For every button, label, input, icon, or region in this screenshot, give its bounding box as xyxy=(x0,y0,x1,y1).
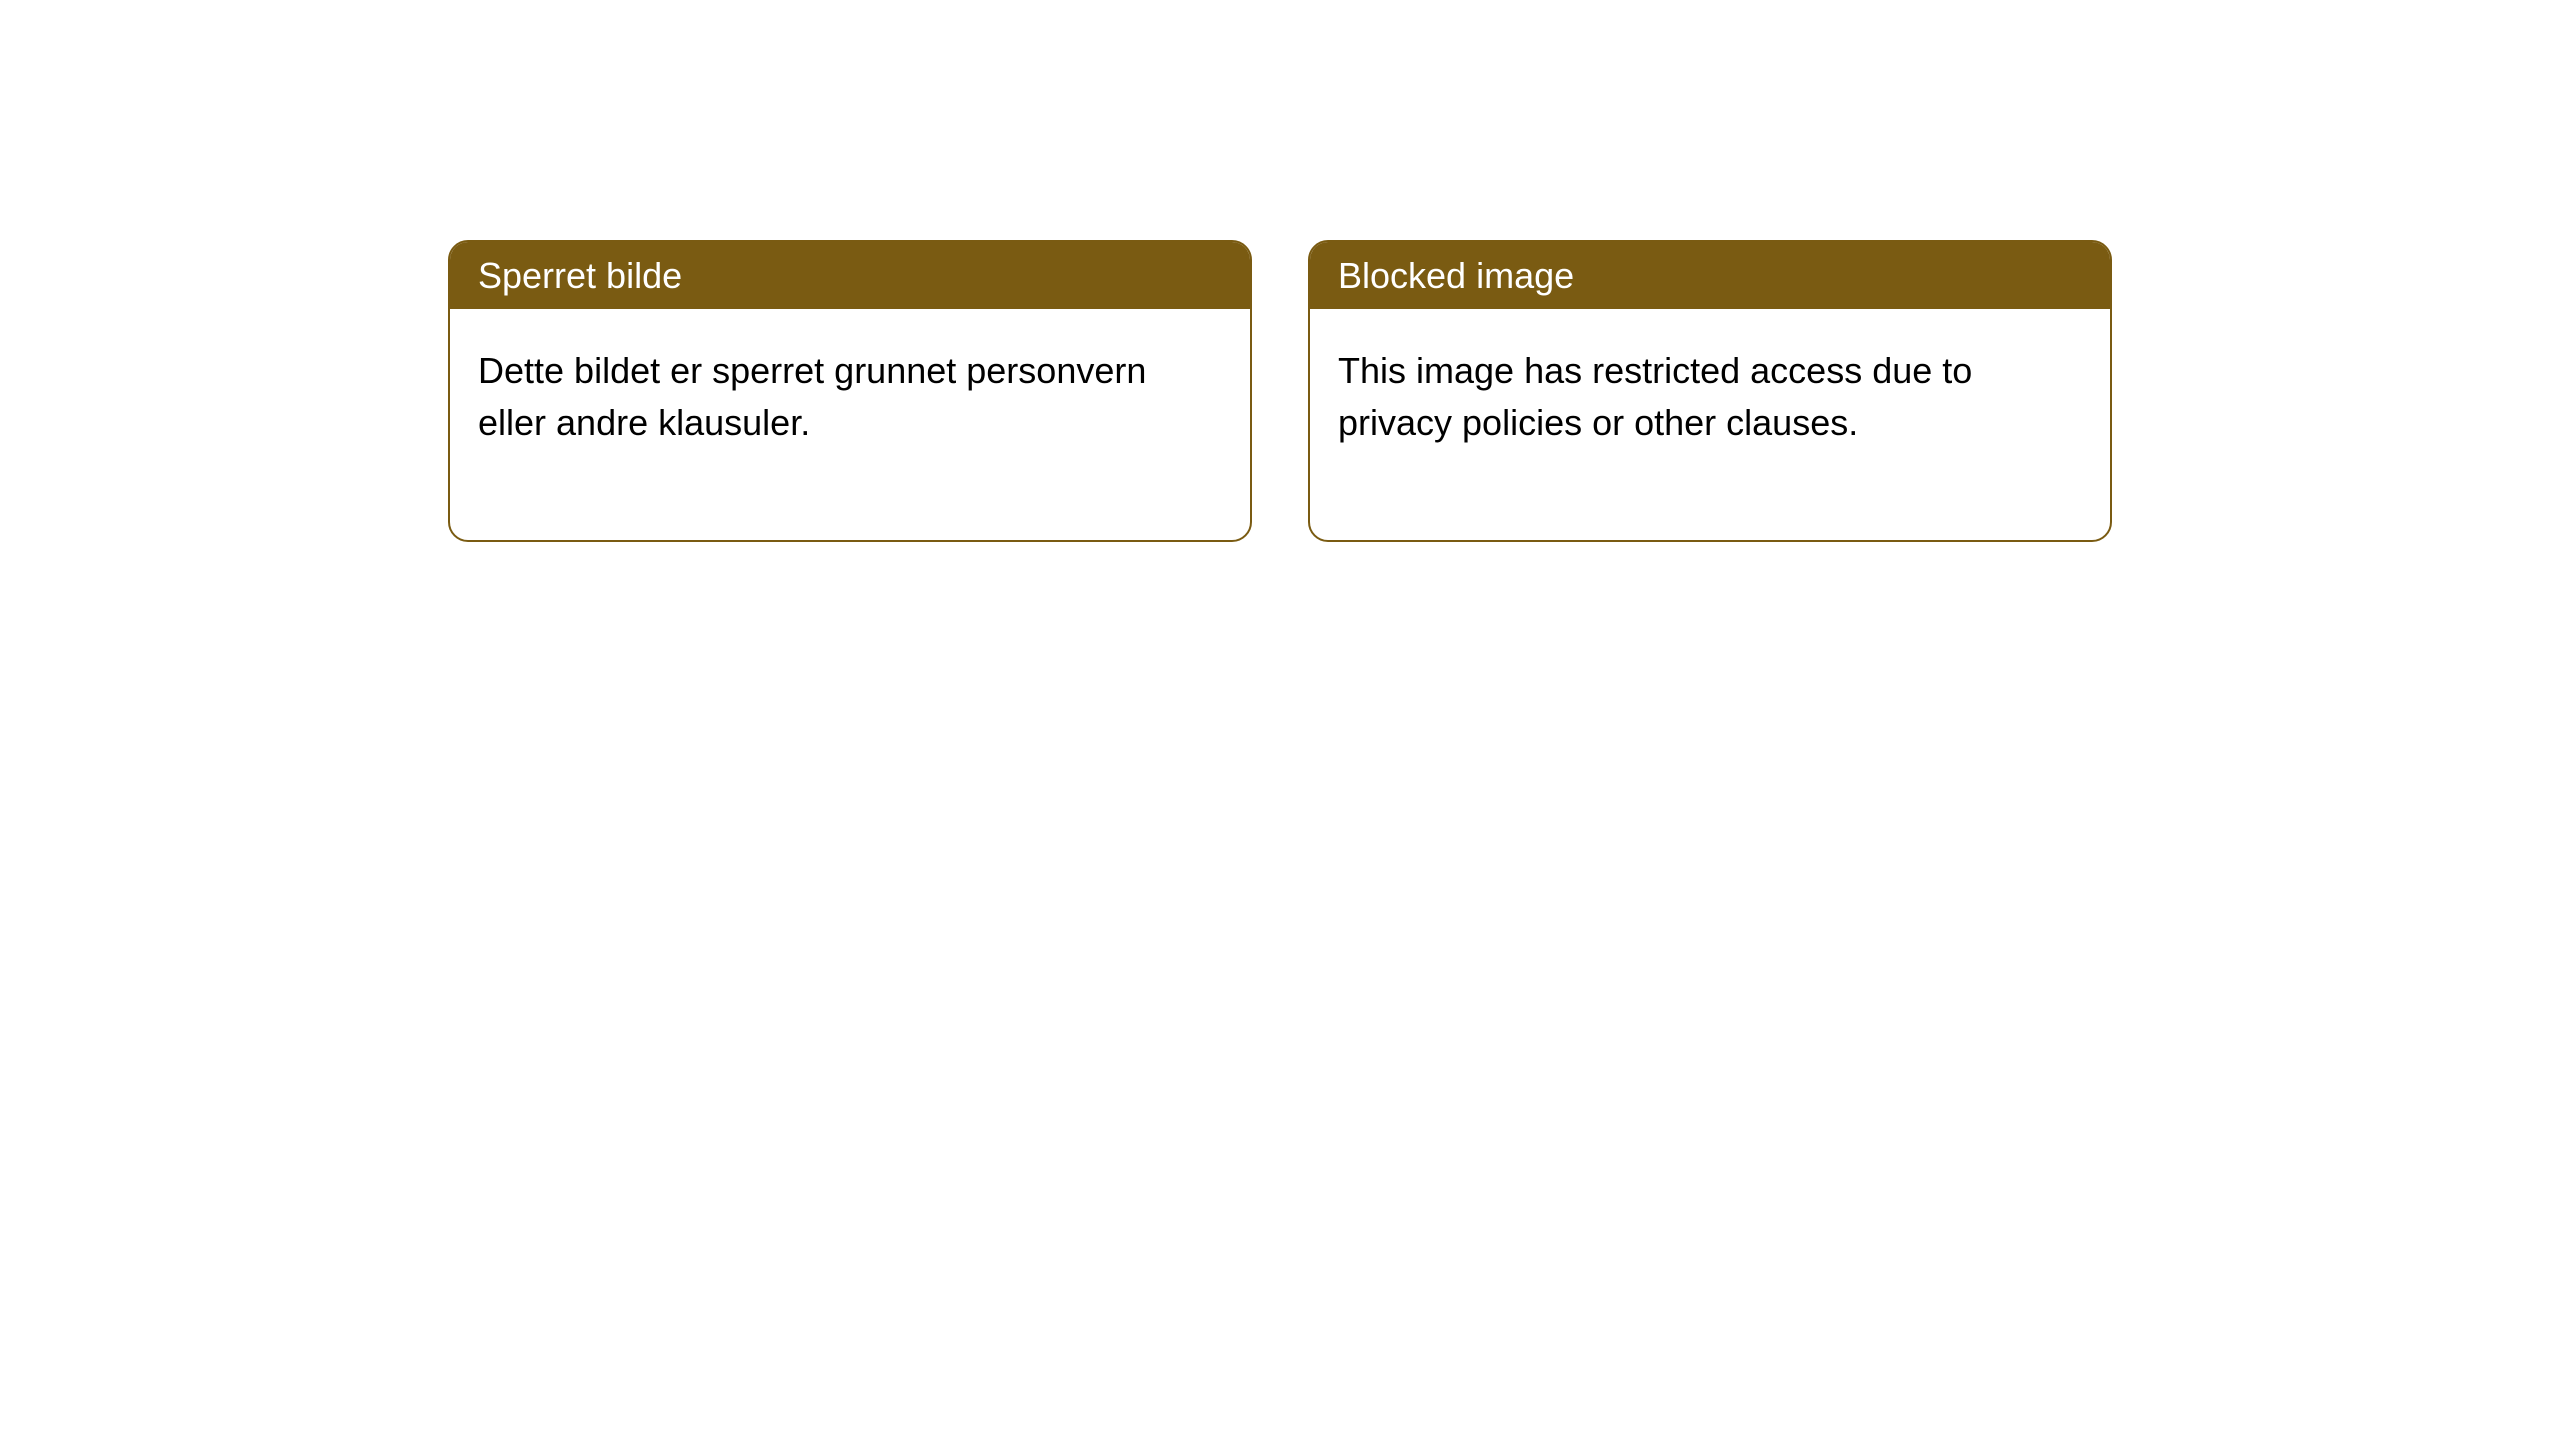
notice-header: Sperret bilde xyxy=(450,242,1250,309)
notice-header: Blocked image xyxy=(1310,242,2110,309)
notice-body: This image has restricted access due to … xyxy=(1310,309,2110,539)
notice-body: Dette bildet er sperret grunnet personve… xyxy=(450,309,1250,539)
notice-container: Sperret bilde Dette bildet er sperret gr… xyxy=(0,0,2560,542)
notice-card-norwegian: Sperret bilde Dette bildet er sperret gr… xyxy=(448,240,1252,542)
notice-card-english: Blocked image This image has restricted … xyxy=(1308,240,2112,542)
